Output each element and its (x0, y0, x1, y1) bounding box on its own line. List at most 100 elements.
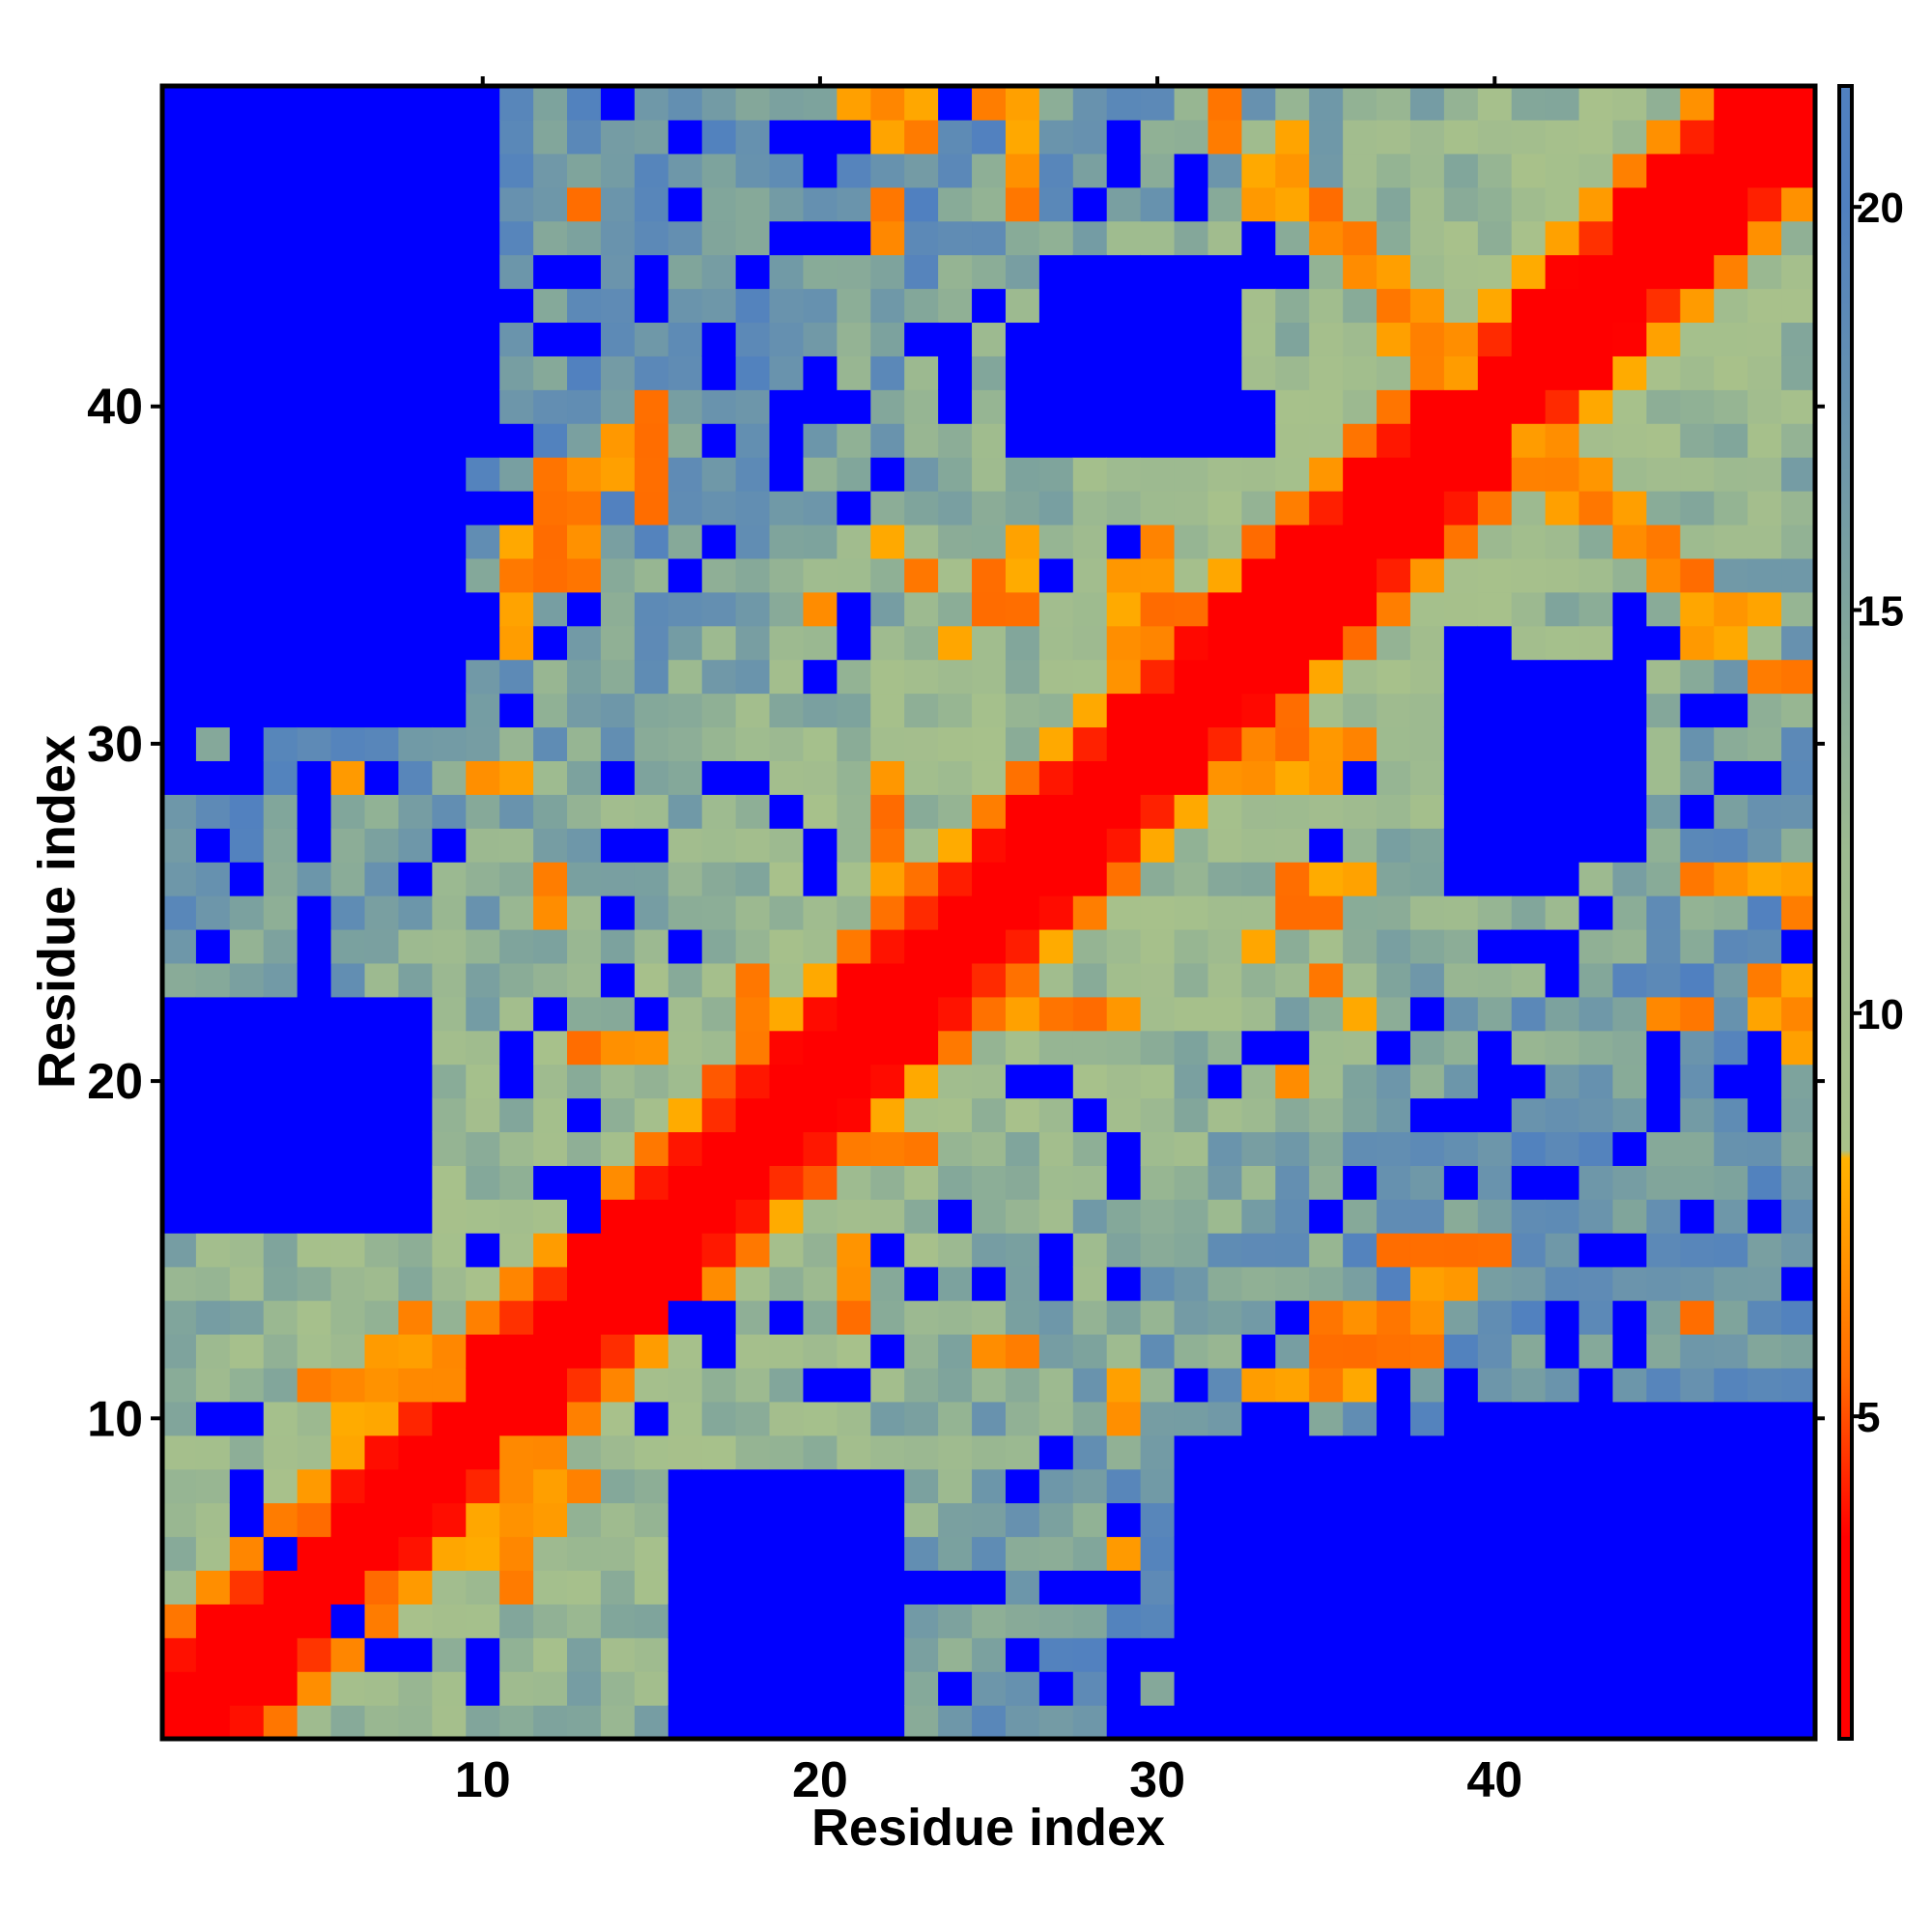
heatmap-cell (904, 1637, 939, 1672)
heatmap-cell (904, 1468, 939, 1504)
heatmap-cell (600, 153, 636, 188)
heatmap-cell (330, 1435, 366, 1470)
heatmap-cell (1038, 1705, 1074, 1740)
heatmap-cell (837, 726, 871, 761)
heatmap-cell (1174, 1637, 1209, 1672)
heatmap-cell (1106, 1030, 1142, 1065)
heatmap-cell (938, 1401, 973, 1436)
heatmap-cell (1578, 1570, 1614, 1605)
heatmap-cell (1140, 996, 1176, 1032)
heatmap-cell (938, 389, 973, 424)
heatmap-cell (229, 862, 265, 896)
heatmap-cell (1343, 355, 1378, 390)
heatmap-cell (330, 1333, 366, 1369)
heatmap-cell (398, 828, 433, 863)
heatmap-cell (1072, 322, 1108, 356)
heatmap-cell (634, 1536, 669, 1572)
heatmap-cell (1545, 1468, 1580, 1504)
heatmap-cell (364, 1030, 400, 1065)
heatmap-cell (735, 254, 771, 290)
heatmap-cell (1140, 1199, 1176, 1234)
heatmap-cell (769, 1131, 805, 1166)
heatmap-cell (837, 524, 871, 559)
heatmap-cell (195, 1333, 231, 1369)
heatmap-cell (466, 1401, 500, 1436)
heatmap-cell (1646, 220, 1681, 256)
heatmap-cell (1781, 591, 1816, 627)
heatmap-cell (330, 491, 366, 526)
heatmap-cell (432, 491, 467, 526)
heatmap-cell (1072, 1502, 1108, 1538)
heatmap-cell (1038, 895, 1074, 930)
heatmap-cell (1781, 1435, 1816, 1470)
heatmap-cell (1377, 1705, 1411, 1740)
heatmap-cell (1174, 119, 1209, 155)
heatmap-cell (229, 1165, 265, 1200)
heatmap-cell (1477, 1097, 1513, 1133)
heatmap-cell (837, 86, 871, 121)
heatmap-cell (1443, 1367, 1479, 1403)
heatmap-cell (904, 659, 939, 695)
heatmap-cell (1038, 1131, 1074, 1166)
heatmap-cell (769, 1266, 805, 1301)
heatmap-cell (1038, 389, 1074, 424)
heatmap-cell (837, 1300, 871, 1335)
heatmap-cell (162, 355, 197, 390)
heatmap-cell (330, 760, 366, 795)
heatmap-cell (330, 1266, 366, 1301)
x-axis-title: Residue index (811, 1799, 1165, 1857)
heatmap-cell (1612, 86, 1648, 121)
heatmap-cell (1072, 1165, 1108, 1200)
heatmap-cell (904, 86, 939, 121)
heatmap-cell (533, 625, 568, 661)
heatmap-cell (600, 86, 636, 121)
heatmap-cell (701, 322, 737, 356)
heatmap-cell (1646, 1367, 1681, 1403)
heatmap-cell (1781, 86, 1816, 121)
heatmap-cell (432, 1705, 467, 1740)
heatmap-cell (701, 591, 737, 627)
heatmap-cell (1714, 389, 1748, 424)
heatmap-cell (972, 1435, 1007, 1470)
heatmap-cell (1612, 491, 1648, 526)
heatmap-cell (803, 355, 838, 390)
heatmap-cell (297, 1131, 332, 1166)
heatmap-cell (870, 491, 905, 526)
heatmap-cell (229, 254, 265, 290)
heatmap-cell (432, 693, 467, 728)
heatmap-cell (567, 491, 602, 526)
heatmap-cell (1443, 186, 1479, 222)
heatmap-cell (769, 186, 805, 222)
heatmap-cell (364, 355, 400, 390)
heatmap-cell (1038, 1671, 1074, 1706)
heatmap-cell (1578, 1367, 1614, 1403)
heatmap-cell (1511, 1671, 1547, 1706)
heatmap-cell (1309, 1199, 1344, 1234)
heatmap-cell (1005, 423, 1040, 458)
heatmap-cell (1275, 1604, 1310, 1638)
heatmap-cell (769, 1300, 805, 1335)
heatmap-cell (972, 1671, 1007, 1706)
heatmap-cell (600, 1570, 636, 1605)
heatmap-cell (1578, 1300, 1614, 1335)
heatmap-cell (904, 557, 939, 593)
heatmap-cell (634, 1671, 669, 1706)
heatmap-cell (1612, 1064, 1648, 1099)
heatmap-cell (1377, 693, 1411, 728)
heatmap-cell (904, 1266, 939, 1301)
heatmap-cell (668, 794, 703, 829)
heatmap-cell (735, 1536, 771, 1572)
heatmap-cell (1612, 1705, 1648, 1740)
heatmap-cell (297, 1570, 332, 1605)
heatmap-cell (1511, 423, 1547, 458)
heatmap-cell (634, 355, 669, 390)
heatmap-cell (1072, 1637, 1108, 1672)
heatmap-cell (803, 962, 838, 998)
heatmap-cell (668, 1131, 703, 1166)
heatmap-cell (1545, 1165, 1580, 1200)
heatmap-cell (229, 1536, 265, 1572)
heatmap-cell (1038, 1502, 1074, 1538)
heatmap-cell (364, 1199, 400, 1234)
heatmap-cell (1072, 895, 1108, 930)
heatmap-cell (499, 1064, 534, 1099)
